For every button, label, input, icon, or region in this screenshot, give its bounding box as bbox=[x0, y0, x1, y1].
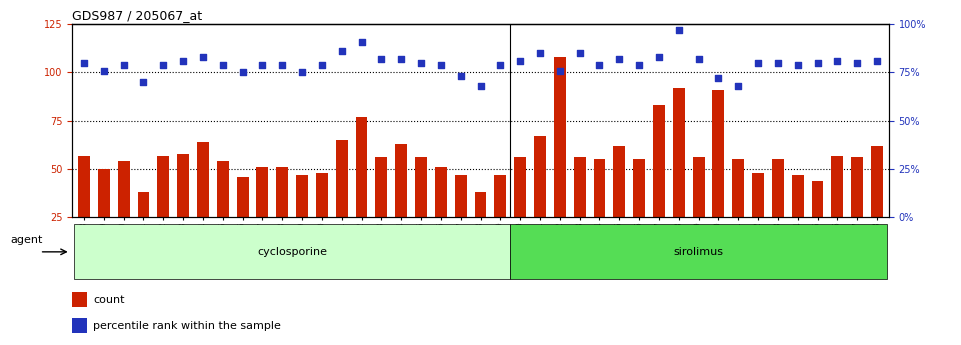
Bar bbox=[554, 57, 566, 266]
Bar bbox=[752, 173, 764, 266]
Bar bbox=[296, 175, 308, 266]
Bar bbox=[435, 167, 447, 266]
Point bbox=[553, 68, 568, 73]
Point bbox=[829, 58, 845, 63]
Bar bbox=[812, 181, 824, 266]
Bar bbox=[137, 192, 149, 266]
Bar bbox=[98, 169, 110, 266]
FancyBboxPatch shape bbox=[510, 224, 887, 279]
Bar bbox=[177, 154, 189, 266]
Point bbox=[195, 54, 210, 60]
Point bbox=[512, 58, 528, 63]
Point bbox=[354, 39, 369, 44]
Bar bbox=[633, 159, 645, 266]
Point bbox=[433, 62, 449, 68]
Point bbox=[76, 60, 91, 66]
Bar bbox=[395, 144, 407, 266]
Bar bbox=[594, 159, 605, 266]
Bar bbox=[158, 156, 169, 266]
Bar bbox=[732, 159, 744, 266]
Bar bbox=[376, 157, 387, 266]
Point bbox=[810, 60, 825, 66]
Point bbox=[453, 73, 468, 79]
Bar bbox=[455, 175, 467, 266]
Point bbox=[850, 60, 865, 66]
Point bbox=[136, 79, 151, 85]
Bar bbox=[316, 173, 328, 266]
Bar bbox=[217, 161, 229, 266]
Bar bbox=[831, 156, 844, 266]
Point bbox=[374, 56, 389, 62]
Text: cyclosporine: cyclosporine bbox=[258, 247, 327, 257]
Bar bbox=[514, 157, 526, 266]
Bar bbox=[78, 156, 90, 266]
Bar bbox=[117, 161, 130, 266]
Point bbox=[652, 54, 667, 60]
Point bbox=[255, 62, 270, 68]
Bar bbox=[673, 88, 684, 266]
Point bbox=[671, 27, 686, 33]
Point bbox=[770, 60, 785, 66]
Text: count: count bbox=[93, 295, 125, 305]
Point bbox=[116, 62, 132, 68]
Bar bbox=[197, 142, 209, 266]
Bar bbox=[236, 177, 249, 266]
Point bbox=[532, 50, 548, 56]
Point bbox=[234, 70, 250, 75]
Point bbox=[275, 62, 290, 68]
Bar bbox=[494, 175, 506, 266]
Bar bbox=[712, 90, 725, 266]
Point bbox=[711, 76, 727, 81]
Bar bbox=[277, 167, 288, 266]
Bar bbox=[534, 136, 546, 266]
Point bbox=[215, 62, 231, 68]
Point bbox=[790, 62, 805, 68]
Point bbox=[691, 56, 706, 62]
Point bbox=[493, 62, 508, 68]
Point bbox=[413, 60, 429, 66]
Point bbox=[631, 62, 647, 68]
Bar bbox=[257, 167, 268, 266]
Point bbox=[592, 62, 607, 68]
Bar bbox=[415, 157, 427, 266]
Bar bbox=[72, 292, 87, 307]
Point bbox=[176, 58, 191, 63]
Bar bbox=[574, 157, 585, 266]
Point bbox=[334, 48, 350, 54]
Point bbox=[473, 83, 488, 89]
Bar bbox=[792, 175, 803, 266]
Bar bbox=[72, 318, 87, 333]
Text: sirolimus: sirolimus bbox=[674, 247, 724, 257]
Text: GDS987 / 205067_at: GDS987 / 205067_at bbox=[72, 9, 202, 22]
Bar bbox=[335, 140, 348, 266]
Bar bbox=[613, 146, 626, 266]
Bar bbox=[356, 117, 367, 266]
Bar bbox=[772, 159, 784, 266]
Point bbox=[730, 83, 746, 89]
Point bbox=[156, 62, 171, 68]
Point bbox=[572, 50, 587, 56]
Point bbox=[314, 62, 330, 68]
Bar bbox=[693, 157, 704, 266]
Point bbox=[751, 60, 766, 66]
Point bbox=[96, 68, 111, 73]
Point bbox=[393, 56, 408, 62]
FancyBboxPatch shape bbox=[74, 224, 510, 279]
Point bbox=[294, 70, 309, 75]
Bar bbox=[653, 105, 665, 266]
Point bbox=[611, 56, 627, 62]
Text: percentile rank within the sample: percentile rank within the sample bbox=[93, 321, 281, 331]
Bar bbox=[851, 157, 863, 266]
Text: agent: agent bbox=[11, 235, 43, 245]
Bar bbox=[871, 146, 883, 266]
Point bbox=[870, 58, 885, 63]
Bar bbox=[475, 192, 486, 266]
